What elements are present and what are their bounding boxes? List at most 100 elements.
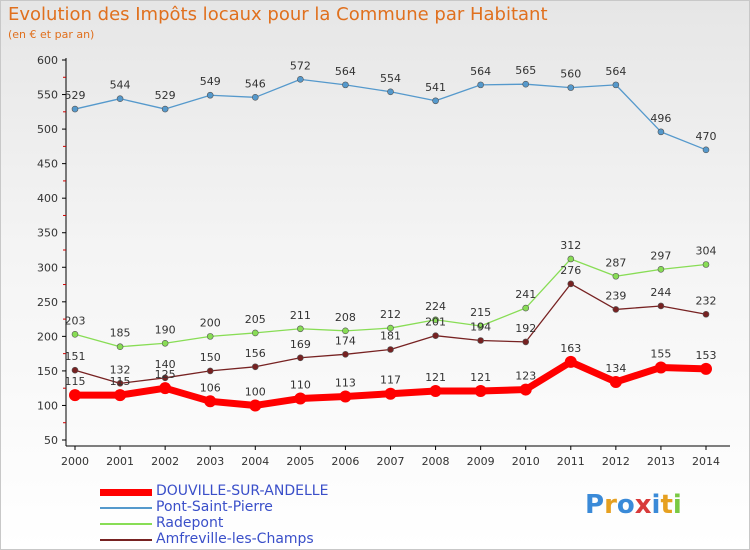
series-point-3 xyxy=(116,380,124,387)
data-label-0: 134 xyxy=(605,362,626,375)
series-point-2 xyxy=(116,343,124,351)
data-label-0: 100 xyxy=(245,385,266,398)
data-label-2: 205 xyxy=(245,313,266,326)
proxiti-logo: Proxiti xyxy=(585,490,682,520)
data-label-3: 156 xyxy=(245,347,266,360)
series-point-0 xyxy=(294,392,307,405)
x-tick-label: 2014 xyxy=(692,455,720,468)
data-label-3: 169 xyxy=(290,338,311,351)
logo-letter: i xyxy=(672,490,682,520)
series-point-0 xyxy=(654,361,667,374)
data-label-0: 110 xyxy=(290,379,311,392)
series-point-3 xyxy=(251,363,259,371)
y-tick-label: 300 xyxy=(37,261,58,274)
data-label-3: 232 xyxy=(696,294,717,307)
series-point-2 xyxy=(251,329,259,337)
logo-letter: i xyxy=(651,490,661,520)
logo-letter: P xyxy=(585,490,605,520)
series-point-1 xyxy=(387,88,394,96)
series-point-1 xyxy=(432,97,439,105)
series-point-1 xyxy=(657,128,665,136)
logo-letter: r xyxy=(604,490,617,520)
y-tick-label: 150 xyxy=(37,365,58,378)
y-tick-label: 600 xyxy=(37,54,58,67)
data-label-0: 125 xyxy=(155,368,176,381)
series-point-1 xyxy=(522,80,530,88)
data-label-1: 565 xyxy=(515,64,536,77)
data-label-1: 572 xyxy=(290,59,311,72)
logo-letter: x xyxy=(634,490,652,520)
y-tick-label: 350 xyxy=(37,227,58,240)
data-label-3: 192 xyxy=(515,322,536,335)
series-point-2 xyxy=(206,333,214,340)
series-point-3 xyxy=(477,337,484,344)
y-tick-label: 450 xyxy=(37,158,58,171)
series-point-1 xyxy=(251,94,259,101)
data-label-1: 546 xyxy=(245,77,266,90)
x-tick-label: 2005 xyxy=(286,455,314,468)
series-point-0 xyxy=(474,384,487,397)
x-tick-label: 2003 xyxy=(196,455,224,468)
data-label-2: 287 xyxy=(605,256,626,269)
series-point-3 xyxy=(161,374,169,382)
data-label-2: 190 xyxy=(155,323,176,336)
legend-label: Radepont xyxy=(156,515,224,531)
series-point-2 xyxy=(477,322,484,330)
series-point-1 xyxy=(206,91,214,99)
data-label-3: 140 xyxy=(155,358,176,371)
y-tick-label: 200 xyxy=(37,330,58,343)
data-label-0: 121 xyxy=(470,371,491,384)
series-point-2 xyxy=(71,330,79,338)
data-label-2: 304 xyxy=(696,245,717,258)
data-label-3: 150 xyxy=(200,351,221,364)
series-point-3 xyxy=(657,302,665,310)
series-point-1 xyxy=(161,105,169,113)
x-tick-label: 2002 xyxy=(151,455,179,468)
series-point-2 xyxy=(657,266,665,273)
x-tick-label: 2012 xyxy=(602,455,630,468)
data-label-2: 224 xyxy=(425,300,446,313)
data-label-0: 155 xyxy=(650,347,671,360)
data-label-0: 115 xyxy=(110,375,131,388)
series-point-2 xyxy=(702,261,710,268)
series-point-1 xyxy=(702,146,710,154)
data-label-1: 549 xyxy=(200,75,221,88)
series-point-3 xyxy=(206,367,214,375)
y-tick-label: 50 xyxy=(44,434,58,447)
data-label-2: 185 xyxy=(110,327,131,340)
series-point-3 xyxy=(702,310,710,318)
data-label-3: 201 xyxy=(425,316,446,329)
series-point-0 xyxy=(700,362,712,375)
data-label-2: 208 xyxy=(335,311,356,324)
data-label-1: 544 xyxy=(110,79,131,92)
data-label-3: 239 xyxy=(605,289,626,302)
series-point-2 xyxy=(387,324,394,332)
series-point-2 xyxy=(342,327,349,335)
series-point-2 xyxy=(161,339,169,347)
data-label-1: 470 xyxy=(696,130,717,143)
series-point-3 xyxy=(387,346,394,353)
data-label-2: 200 xyxy=(200,316,221,329)
logo-letter: t xyxy=(660,490,673,520)
series-point-2 xyxy=(612,272,620,280)
legend-swatch xyxy=(100,523,152,525)
x-tick-label: 2008 xyxy=(422,455,450,468)
series-point-3 xyxy=(567,280,575,288)
data-label-1: 564 xyxy=(605,65,626,78)
series-point-0 xyxy=(204,395,217,408)
series-point-3 xyxy=(522,338,530,346)
series-point-0 xyxy=(159,382,172,395)
data-label-0: 117 xyxy=(380,374,401,387)
series-point-2 xyxy=(522,304,530,312)
x-tick-label: 2006 xyxy=(331,455,359,468)
data-label-2: 297 xyxy=(650,249,671,262)
data-label-1: 564 xyxy=(470,65,491,78)
y-tick-label: 400 xyxy=(37,192,58,205)
data-label-3: 174 xyxy=(335,334,356,347)
chart-title: Evolution des Impôts locaux pour la Comm… xyxy=(8,4,548,25)
data-label-1: 564 xyxy=(335,65,356,78)
data-label-1: 560 xyxy=(560,68,581,81)
x-tick-label: 2000 xyxy=(61,455,89,468)
data-label-0: 121 xyxy=(425,371,446,384)
